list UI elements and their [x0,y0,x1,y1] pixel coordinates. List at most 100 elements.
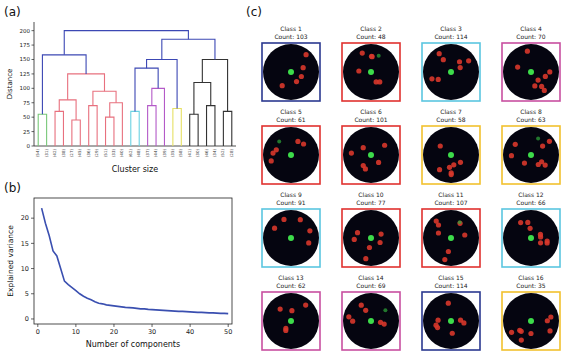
y-tick [32,45,35,46]
red-spot [462,232,467,237]
x-tick-label: 40 [186,328,194,336]
green-spot [277,139,281,143]
class-grid: Class 1Count: 103Class 2Count: 48Class 3… [262,25,560,350]
x-tick-label: 20 [110,328,118,336]
y-tick-label: 175 [20,42,31,48]
leaf-label: (42) [52,149,57,158]
image-bg [422,126,480,184]
class-title: Class 7 [440,108,462,115]
y-tick-label: 100 [20,85,31,91]
class-title: Class 4 [520,25,542,32]
image-bg [422,292,480,350]
red-spot [436,77,441,82]
red-spot [441,57,446,62]
y-tick [32,88,35,89]
link [131,111,139,146]
class-tile: Class 10Count: 77 [342,191,400,267]
link [38,114,46,146]
center-spot [288,235,294,241]
red-spot [547,139,552,144]
center-spot [368,152,374,158]
class-count: Count: 103 [274,33,307,40]
leaf-label: (33) [111,149,116,158]
class-border [502,126,560,184]
dendrogram-panel: 0255075100125150175200(54)(31)(42)(38)(2… [6,22,236,174]
image-disc [263,210,319,266]
x-tick [228,324,229,327]
leaf-label: (27) [69,149,74,158]
leaf-label: (37) [145,149,150,158]
red-spot [458,318,463,323]
y-tick [32,146,35,147]
link [59,100,76,120]
red-spot [513,142,518,147]
red-spot [437,51,442,56]
class-tile: Class 13Count: 62 [262,274,320,350]
red-spot [361,145,366,150]
red-spot [355,230,360,235]
class-border [342,209,400,267]
link [106,117,114,146]
green-spot [383,308,387,312]
red-spot [545,240,550,245]
red-spot [289,308,294,313]
link [135,68,158,111]
link [64,31,188,55]
class-title: Class 1 [280,25,302,32]
class-title: Class 6 [360,108,382,115]
leaf-label: (51) [103,149,108,158]
leaf-label: (36) [86,149,91,158]
class-border [342,43,400,101]
link [207,106,215,146]
panel-label: (a) [4,5,21,19]
red-spot [532,83,537,88]
center-spot [288,152,294,158]
red-spot [281,217,286,222]
link [72,120,80,146]
panel-label: (b) [4,181,21,195]
center-spot [448,235,454,241]
class-count: Count: 35 [516,282,546,289]
leaf-label: (35) [170,149,175,158]
class-count: Count: 77 [356,199,386,206]
red-spot [519,337,524,342]
class-border [422,126,480,184]
leaf-label: (40) [119,149,124,158]
red-spot [457,59,462,64]
center-spot [528,318,534,324]
class-count: Count: 70 [516,33,546,40]
green-spot [458,220,462,224]
center-spot [448,69,454,75]
class-tile: Class 7Count: 58 [422,108,480,184]
red-spot [466,58,471,63]
red-spot [299,74,304,79]
center-spot [528,69,534,75]
image-bg [262,126,320,184]
image-bg [422,43,480,101]
red-spot [280,83,285,88]
link [162,39,215,59]
image-disc [423,44,479,100]
class-title: Class 15 [438,274,464,281]
class-count: Count: 48 [356,33,386,40]
red-spot [518,220,523,225]
image-disc [503,210,559,266]
red-spot [528,331,533,336]
leaf-label: (34) [212,149,217,158]
leaf-label: (54) [35,149,40,158]
class-title: Class 12 [518,191,544,198]
y-tick [32,117,35,118]
link [190,114,198,146]
red-spot [367,245,372,250]
class-count: Count: 61 [276,116,306,123]
y-tick [31,268,34,269]
red-spot [435,325,440,330]
class-title: Class 8 [520,108,542,115]
class-tile: Class 6Count: 101 [342,108,400,184]
red-spot [438,143,443,148]
leaf-label: (30) [195,149,200,158]
red-spot [442,257,447,262]
class-tile: Class 12Count: 66 [502,191,560,267]
green-spot [536,136,540,140]
red-spot [547,69,552,74]
